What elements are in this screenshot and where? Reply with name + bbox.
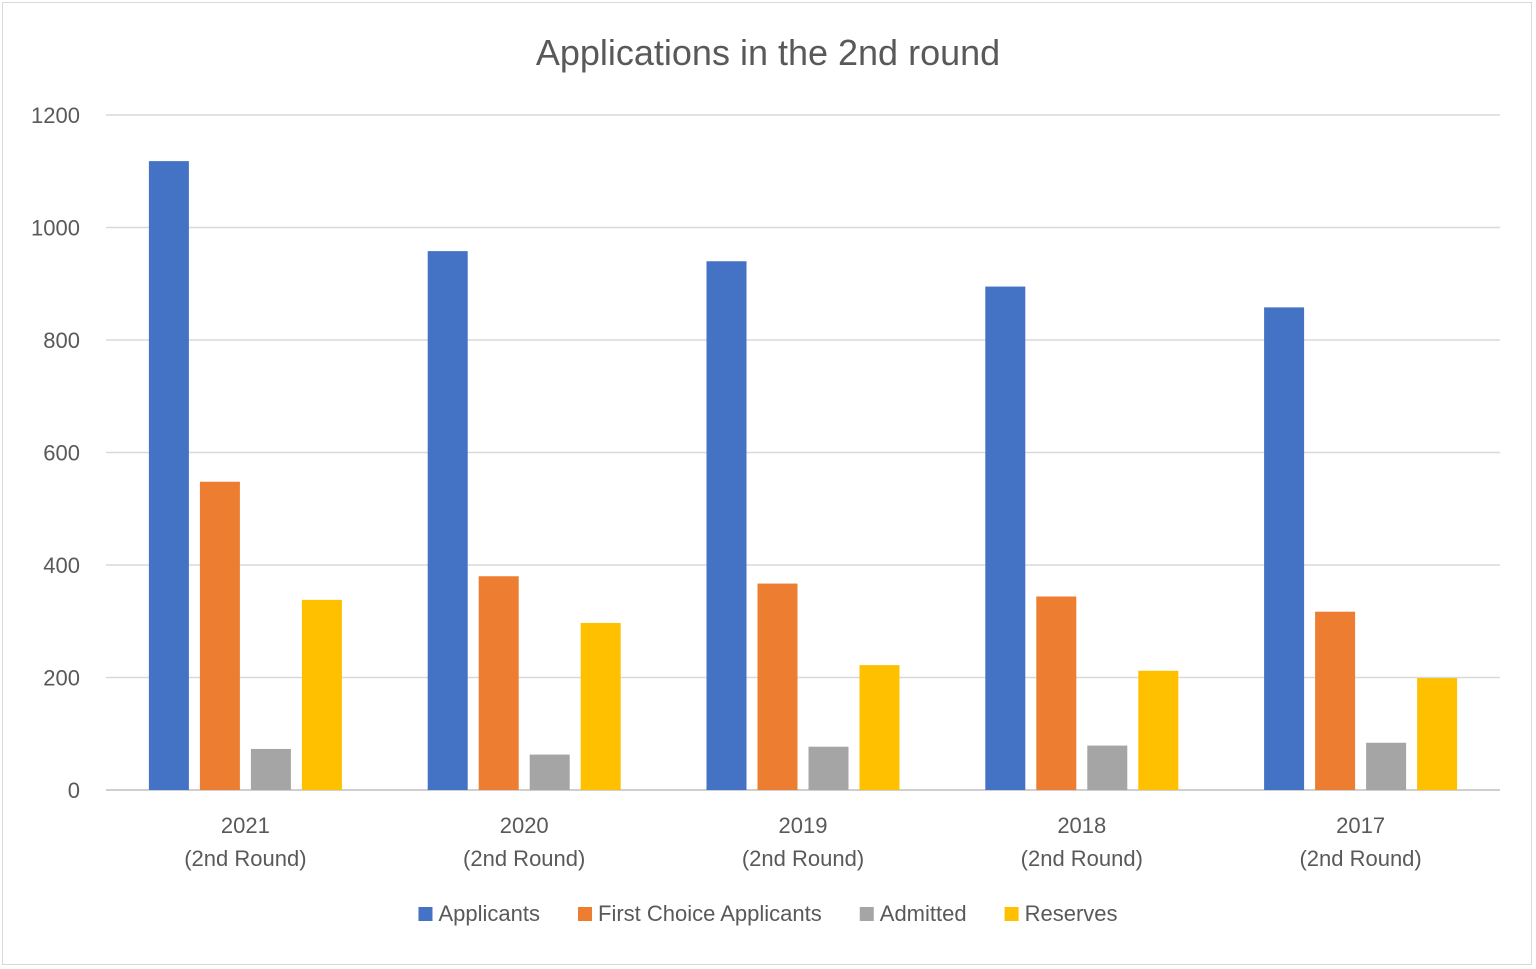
bar-first-choice-applicants bbox=[1315, 611, 1356, 790]
bar-first-choice-applicants bbox=[478, 576, 519, 790]
legend-swatch bbox=[1004, 907, 1019, 921]
bar-admitted bbox=[529, 754, 570, 790]
legend-label: Applicants bbox=[438, 901, 540, 926]
y-tick-label: 1200 bbox=[31, 103, 80, 128]
y-tick-label: 600 bbox=[43, 441, 80, 466]
legend-label: Admitted bbox=[880, 901, 967, 926]
legend-swatch bbox=[859, 907, 874, 921]
x-tick-label: 2017 bbox=[1336, 813, 1385, 838]
bar-first-choice-applicants bbox=[757, 583, 798, 790]
bar-reserves bbox=[1417, 678, 1458, 790]
bar-reserves bbox=[1138, 670, 1179, 790]
y-tick-label: 400 bbox=[43, 553, 80, 578]
x-tick-label: 2018 bbox=[1057, 813, 1106, 838]
legend-swatch bbox=[578, 907, 592, 921]
bar-first-choice-applicants bbox=[1036, 596, 1077, 790]
legend: Applicants First Choice Applicants Admitte… bbox=[418, 901, 1118, 926]
bar-applicants bbox=[1264, 307, 1305, 790]
y-tick-label: 800 bbox=[43, 328, 80, 353]
bar-applicants bbox=[148, 161, 189, 790]
y-tick-label: 1000 bbox=[31, 216, 80, 241]
bar-reserves bbox=[859, 665, 900, 790]
bars bbox=[148, 161, 1458, 790]
x-tick-label: (2nd Round) bbox=[1299, 846, 1421, 871]
bar-admitted bbox=[808, 746, 849, 790]
x-tick-label: 2020 bbox=[500, 813, 549, 838]
bar-admitted bbox=[1087, 745, 1128, 790]
bar-admitted bbox=[250, 748, 291, 790]
chart-title: Applications in the 2nd round bbox=[536, 32, 1000, 73]
bar-applicants bbox=[427, 251, 468, 790]
bar-reserves bbox=[580, 622, 621, 790]
x-tick-label: (2nd Round) bbox=[184, 846, 306, 871]
x-tick-label: 2021 bbox=[221, 813, 270, 838]
x-tick-label: (2nd Round) bbox=[1021, 846, 1143, 871]
y-axis-ticks: 0 200 400 600 800 1000 1200 bbox=[31, 103, 80, 803]
x-tick-label: 2019 bbox=[779, 813, 828, 838]
bar-admitted bbox=[1366, 742, 1407, 790]
bar-chart: Applications in the 2nd round 0 200 400 600… bbox=[31, 32, 1500, 926]
bar-first-choice-applicants bbox=[199, 481, 240, 790]
bar-applicants bbox=[985, 286, 1026, 790]
x-tick-label: (2nd Round) bbox=[463, 846, 585, 871]
y-tick-label: 0 bbox=[68, 778, 80, 803]
x-tick-label: (2nd Round) bbox=[742, 846, 864, 871]
bar-reserves bbox=[301, 599, 342, 790]
legend-swatch bbox=[418, 907, 433, 921]
x-axis-labels: 2021 (2nd Round) 2020 (2nd Round) 2019 (2nd R… bbox=[184, 813, 1422, 871]
y-tick-label: 200 bbox=[43, 666, 80, 691]
legend-label: Reserves bbox=[1025, 901, 1118, 926]
bar-applicants bbox=[706, 261, 747, 790]
legend-label: First Choice Applicants bbox=[598, 901, 822, 926]
